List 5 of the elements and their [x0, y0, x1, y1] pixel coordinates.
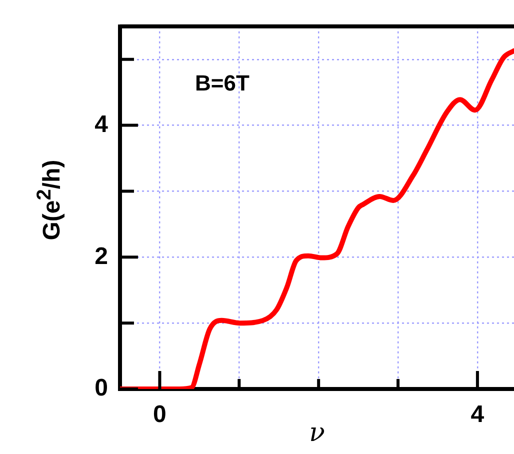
y-tick-label: 2 — [94, 242, 108, 270]
x-axis-title: ν — [309, 418, 326, 448]
y-tick-label: 4 — [94, 110, 109, 138]
annotation: B=6T — [195, 70, 250, 96]
y-tick-label: 0 — [94, 374, 108, 402]
